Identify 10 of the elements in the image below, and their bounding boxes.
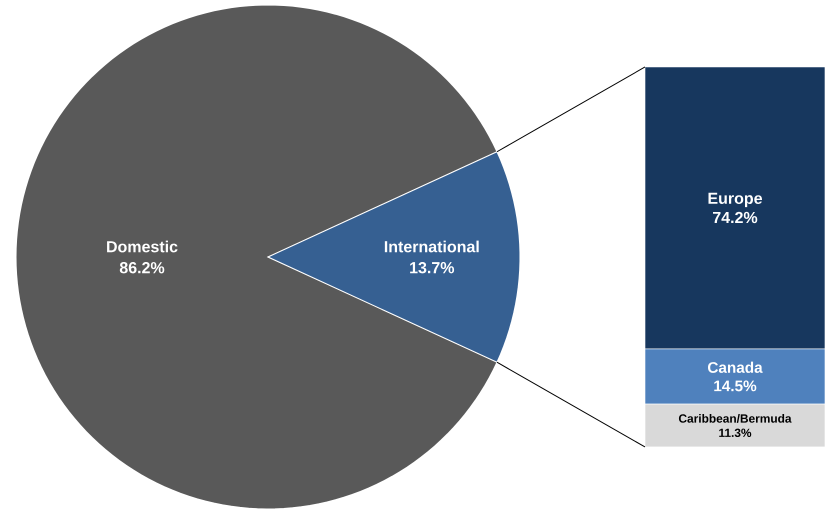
data-label: 86.2% bbox=[120, 262, 164, 274]
data-label: 14.5% bbox=[714, 380, 756, 392]
series-label: Canada bbox=[708, 362, 763, 373]
series-label: Caribbean/Bermuda bbox=[678, 414, 792, 423]
slice-label: Domestic bbox=[107, 240, 178, 252]
series-label: Europe bbox=[708, 192, 762, 208]
data-label: 11.3% bbox=[719, 428, 752, 438]
data-label: 74.2% bbox=[713, 212, 758, 224]
slice-label: International bbox=[384, 240, 479, 252]
data-label: 13.7% bbox=[410, 262, 454, 274]
